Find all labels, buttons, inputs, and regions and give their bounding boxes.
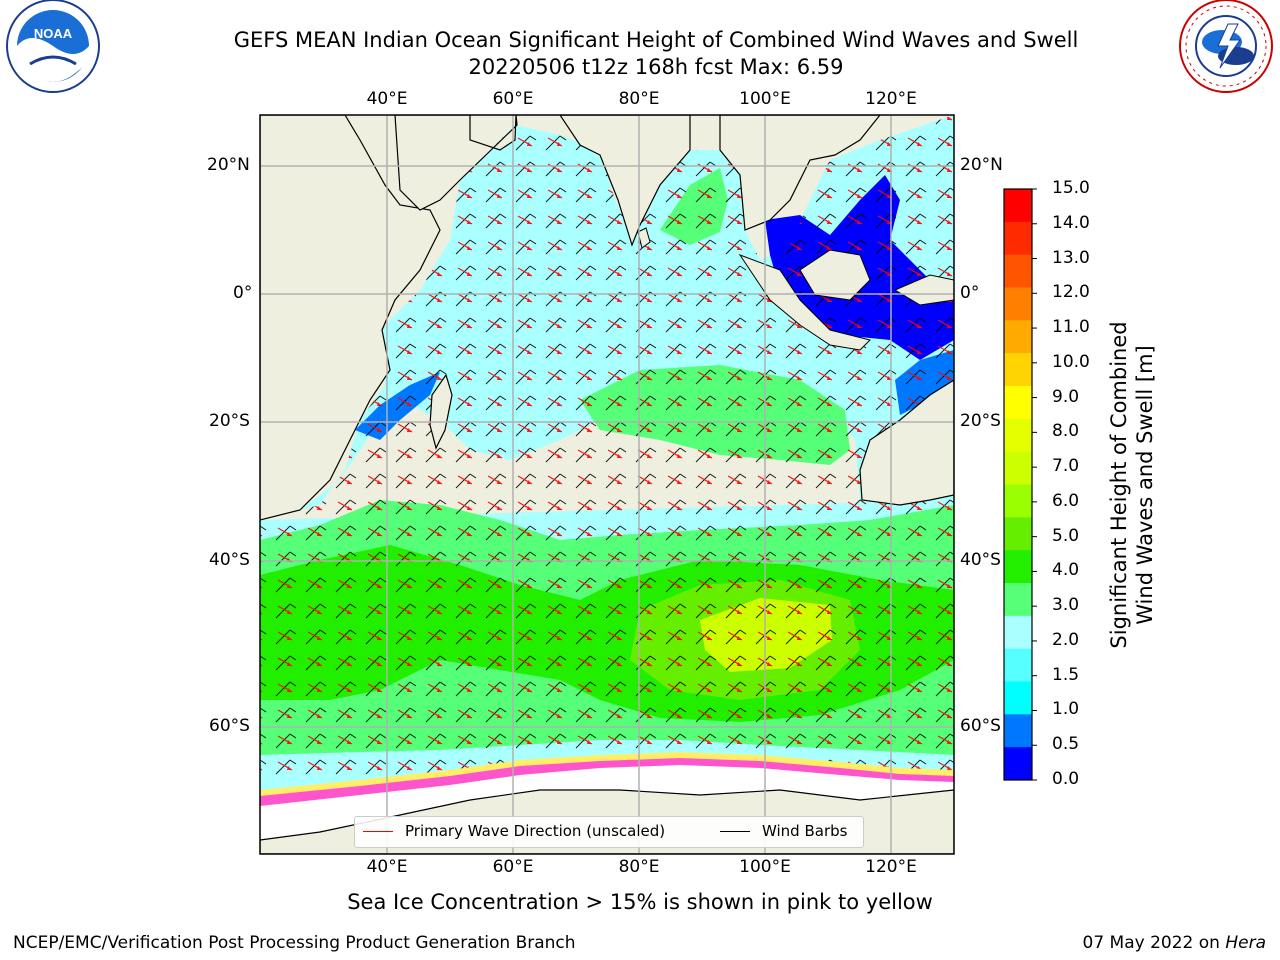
lat-label-right-0: 0°	[960, 283, 980, 303]
chart-subtitle: 20220506 t12z 168h fcst Max: 6.59	[468, 55, 844, 79]
colorbar-tick-label: 0.0	[1052, 769, 1080, 789]
lon-label-top-100e: 100°E	[739, 89, 791, 109]
colorbar	[1003, 188, 1037, 781]
lon-label-top-120e: 120°E	[865, 89, 917, 109]
lat-label-right-60s: 60°S	[960, 716, 1001, 736]
colorbar-swatch	[1004, 254, 1032, 288]
madagascar-landmass	[429, 373, 453, 450]
lon-label-bottom-80e: 80°E	[618, 857, 660, 877]
srilanka-landmass	[637, 227, 651, 249]
footer-host: Hera	[1225, 933, 1266, 953]
colorbar-swatch	[1004, 451, 1032, 485]
lat-label-left-20s: 20°S	[209, 411, 250, 431]
wind-barb-swatch	[720, 831, 750, 832]
lon-label-bottom-40e: 40°E	[366, 857, 408, 877]
lon-label-bottom-100e: 100°E	[739, 857, 791, 877]
colorbar-label-line1: Significant Height of Combined	[1107, 321, 1131, 649]
lon-label-top-40e: 40°E	[366, 89, 408, 109]
map-graticule	[260, 115, 954, 854]
colorbar-tick-label: 12.0	[1052, 282, 1090, 303]
wave-direction-label: Primary Wave Direction (unscaled)	[405, 822, 666, 840]
colorbar-tick-label: 14.0	[1052, 212, 1090, 233]
colorbar-swatch	[1004, 484, 1032, 518]
colorbar-tick-label: 4.0	[1052, 560, 1080, 581]
sea-ice-caption: Sea Ice Concentration > 15% is shown in …	[347, 890, 933, 914]
colorbar-tick-label: 3.0	[1052, 595, 1080, 616]
colorbar-frame	[1003, 188, 1033, 781]
colorbar-tick-label: 15.0	[1052, 178, 1090, 198]
noaa-logo-text: NOAA	[34, 26, 73, 41]
colorbar-swatch	[1004, 583, 1032, 617]
lat-label-left-0: 0°	[233, 283, 253, 303]
colorbar-swatch	[1004, 189, 1032, 223]
india-landmass	[559, 115, 691, 247]
footer-left: NCEP/EMC/Verification Post Processing Pr…	[13, 933, 576, 953]
colorbar-swatch	[1004, 386, 1032, 420]
colorbar-swatch	[1004, 320, 1032, 354]
africa-landmass	[260, 115, 441, 521]
colorbar-tick-label: 6.0	[1052, 490, 1080, 511]
colorbar-tick-label: 5.0	[1052, 525, 1080, 546]
colorbar-tick-label: 9.0	[1052, 386, 1080, 407]
arabia-landmass	[394, 115, 518, 211]
colorbar-tick-label: 10.0	[1052, 351, 1090, 372]
map-legend: Primary Wave Direction (unscaled) Wind B…	[354, 816, 864, 848]
colorbar-swatch	[1004, 714, 1032, 748]
colorbar-swatch	[1004, 648, 1032, 682]
map-area	[260, 115, 954, 854]
nws-logo	[1179, 0, 1273, 93]
colorbar-tick-label: 11.0	[1052, 317, 1090, 338]
lon-label-top-60e: 60°E	[492, 89, 534, 109]
colorbar-tick-label: 13.0	[1052, 247, 1090, 268]
map-frame	[259, 114, 955, 855]
colorbar-swatch	[1004, 550, 1032, 584]
colorbar-tick-label: 1.0	[1052, 699, 1080, 720]
lat-label-right-20s: 20°S	[960, 411, 1001, 431]
lat-label-right-20n: 20°N	[960, 155, 1003, 175]
australia-landmass	[859, 379, 954, 506]
colorbar-swatch	[1004, 287, 1032, 321]
lat-label-right-40s: 40°S	[960, 550, 1001, 570]
noaa-logo: NOAA	[6, 0, 100, 93]
colorbar-tick-label: 0.5	[1052, 734, 1080, 755]
colorbar-swatch	[1004, 221, 1032, 256]
lat-label-left-60s: 60°S	[209, 716, 250, 736]
colorbar-swatch	[1004, 747, 1032, 781]
lon-label-bottom-120e: 120°E	[865, 857, 917, 877]
colorbar-tick-label: 7.0	[1052, 456, 1080, 477]
colorbar-swatch	[1004, 517, 1032, 551]
wave-direction-swatch	[363, 831, 393, 832]
wind-barb-label: Wind Barbs	[762, 822, 848, 840]
colorbar-swatch	[1004, 615, 1032, 650]
colorbar-swatch	[1004, 418, 1032, 453]
colorbar-label-line2: Wind Waves and Swell [m]	[1133, 345, 1157, 625]
footer-right: 07 May 2022 on Hera	[1083, 933, 1267, 953]
lon-label-bottom-60e: 60°E	[492, 857, 534, 877]
lat-label-left-40s: 40°S	[209, 550, 250, 570]
colorbar-tick-label: 1.5	[1052, 664, 1080, 685]
lat-label-left-20n: 20°N	[207, 155, 250, 175]
lon-label-top-80e: 80°E	[618, 89, 660, 109]
colorbar-tick-label: 2.0	[1052, 629, 1080, 650]
indonesia-landmass	[738, 253, 871, 351]
footer-date: 07 May 2022 on	[1082, 933, 1226, 953]
colorbar-swatch	[1004, 681, 1032, 715]
colorbar-tick-label: 8.0	[1052, 421, 1080, 442]
chart-title: GEFS MEAN Indian Ocean Significant Heigh…	[233, 28, 1079, 52]
colorbar-swatch	[1004, 353, 1032, 387]
